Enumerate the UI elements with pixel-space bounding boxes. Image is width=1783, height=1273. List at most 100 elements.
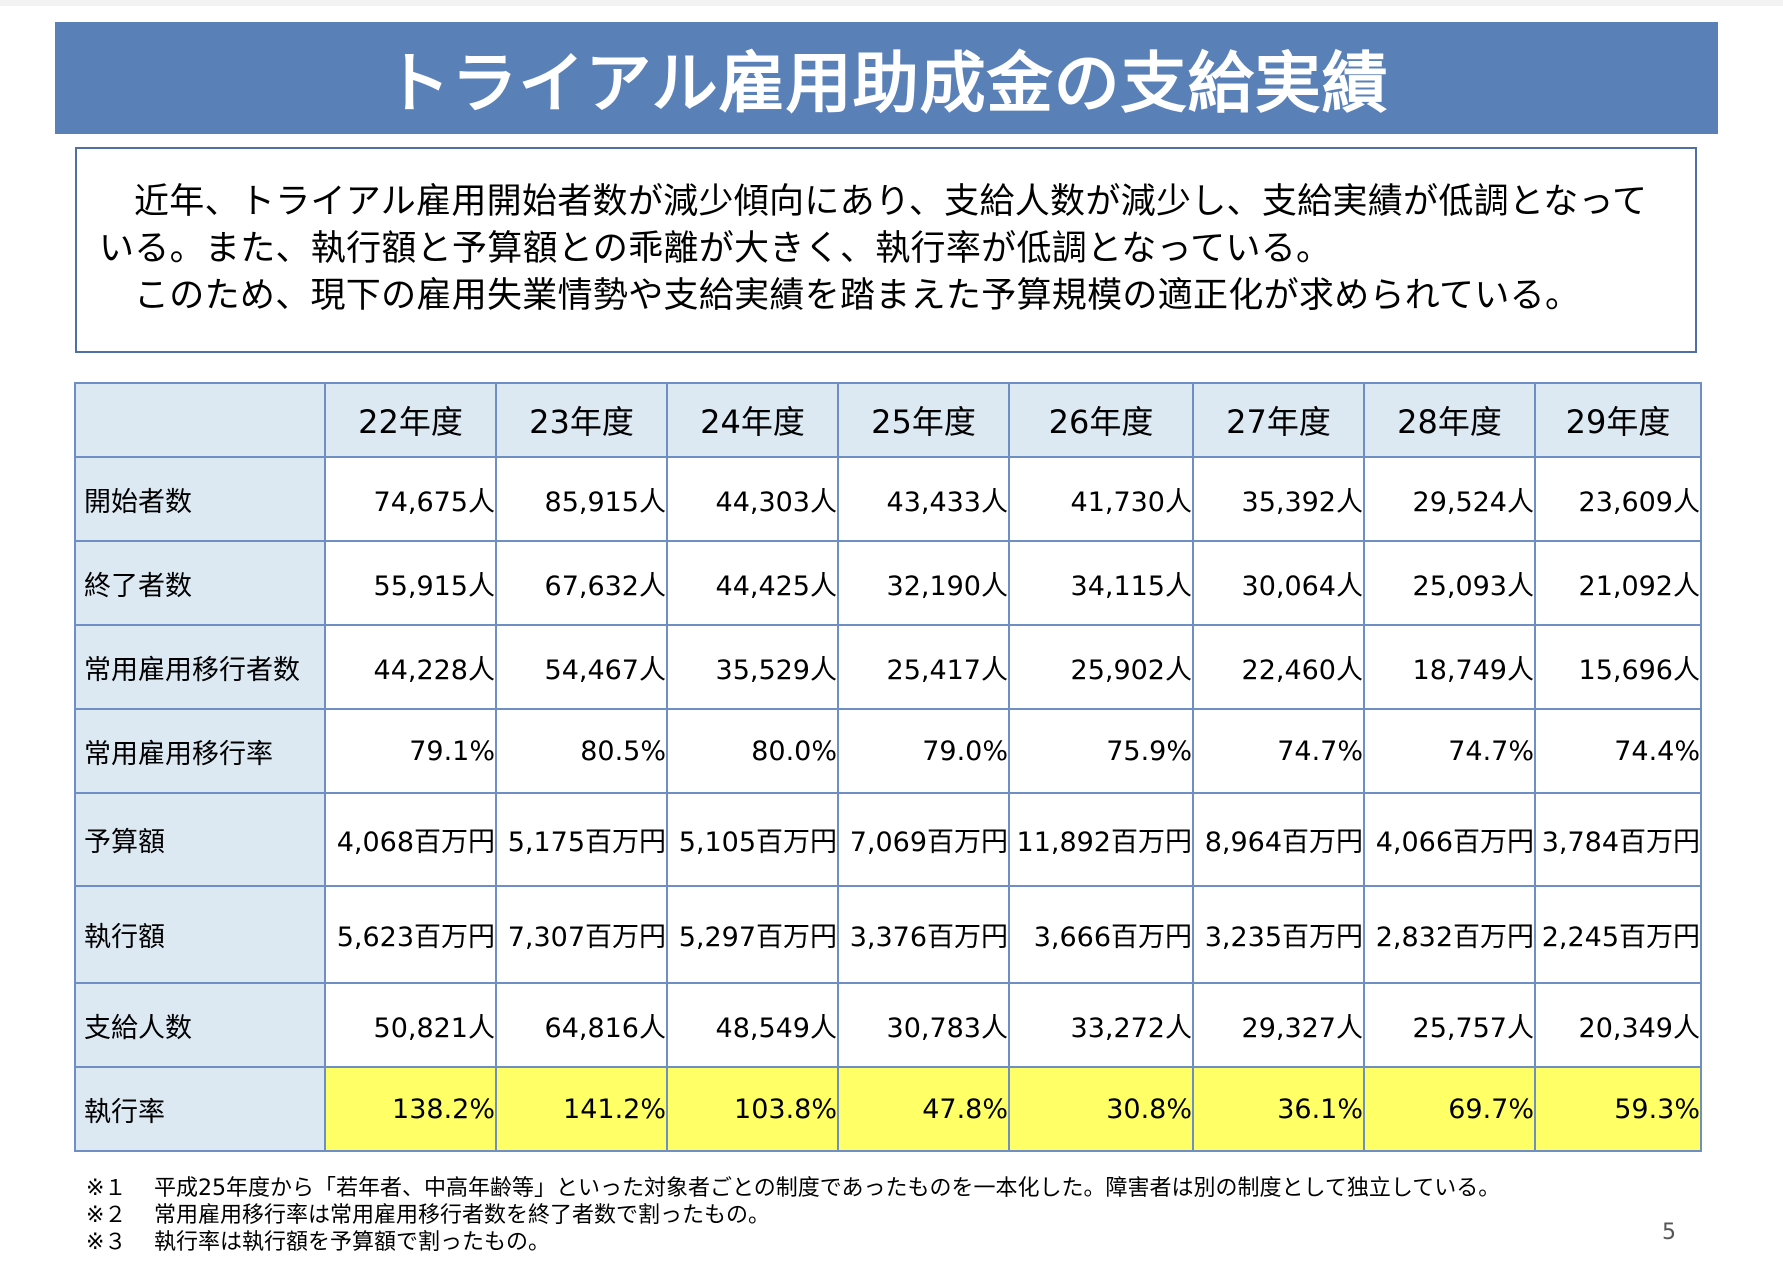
row-label: 開始者数 [74, 456, 326, 542]
row-label: 終了者数 [74, 540, 326, 626]
table-cell: 74,675人 [324, 456, 497, 542]
row-label: 執行額 [74, 885, 326, 984]
table-cell: 79.0% [837, 708, 1010, 794]
table-cell: 33,272人 [1008, 982, 1194, 1068]
table-cell: 25,093人 [1363, 540, 1536, 626]
table-row-recipients: 支給人数 50,821人 64,816人 48,549人 30,783人 33,… [74, 982, 1702, 1068]
footnote: ※１ 平成25年度から「若年者、中高年齢等」といった対象者ごとの制度であったものを… [86, 1175, 1500, 1202]
footnote: ※３ 執行率は執行額を予算額で割ったもの。 [86, 1229, 1500, 1256]
table-cell: 11,892百万円 [1008, 792, 1194, 887]
table-cell: 25,757人 [1363, 982, 1536, 1068]
table-cell: 2,245百万円 [1534, 885, 1702, 984]
table-cell: 29,327人 [1192, 982, 1365, 1068]
highlight-cell: 36.1% [1192, 1066, 1365, 1152]
table-cell: 44,303人 [666, 456, 839, 542]
table-cell: 75.9% [1008, 708, 1194, 794]
row-label: 常用雇用移行率 [74, 708, 326, 794]
table-cell: 23,609人 [1534, 456, 1702, 542]
table-cell: 22,460人 [1192, 624, 1365, 710]
table-cell: 44,425人 [666, 540, 839, 626]
header-row: 22年度 23年度 24年度 25年度 26年度 27年度 28年度 29年度 [74, 382, 1702, 458]
table-cell: 35,392人 [1192, 456, 1365, 542]
table-cell: 80.0% [666, 708, 839, 794]
footnote-text: 執行率は執行額を予算額で割ったもの。 [154, 1230, 551, 1255]
table-cell: 32,190人 [837, 540, 1010, 626]
table-cell: 41,730人 [1008, 456, 1194, 542]
row-label: 予算額 [74, 792, 326, 887]
footnote-mark: ※１ [86, 1176, 127, 1201]
footnote: ※２ 常用雇用移行率は常用雇用移行者数を終了者数で割ったもの。 [86, 1202, 1500, 1229]
row-label: 常用雇用移行者数 [74, 624, 326, 710]
table-cell: 79.1% [324, 708, 497, 794]
highlight-cell: 141.2% [495, 1066, 668, 1152]
table-cell: 43,433人 [837, 456, 1010, 542]
table-cell: 44,228人 [324, 624, 497, 710]
results-table: 22年度 23年度 24年度 25年度 26年度 27年度 28年度 29年度 … [74, 382, 1702, 1152]
table-cell: 64,816人 [495, 982, 668, 1068]
year-header: 23年度 [495, 382, 668, 458]
table-cell: 30,064人 [1192, 540, 1365, 626]
page-number: 5 [1662, 1220, 1676, 1245]
table-cell: 2,832百万円 [1363, 885, 1536, 984]
title-banner: トライアル雇用助成金の支給実績 [55, 22, 1718, 134]
table-cell: 25,902人 [1008, 624, 1194, 710]
year-header: 22年度 [324, 382, 497, 458]
table-row-start-count: 開始者数 74,675人 85,915人 44,303人 43,433人 41,… [74, 456, 1702, 542]
year-header: 28年度 [1363, 382, 1536, 458]
table-cell: 55,915人 [324, 540, 497, 626]
highlight-cell: 47.8% [837, 1066, 1010, 1152]
table-cell: 4,068百万円 [324, 792, 497, 887]
table-row-executed: 執行額 5,623百万円 7,307百万円 5,297百万円 3,376百万円 … [74, 885, 1702, 984]
table-cell: 4,066百万円 [1363, 792, 1536, 887]
table-row-transition-count: 常用雇用移行者数 44,228人 54,467人 35,529人 25,417人… [74, 624, 1702, 710]
table-cell: 67,632人 [495, 540, 668, 626]
table-cell: 5,297百万円 [666, 885, 839, 984]
table-cell: 15,696人 [1534, 624, 1702, 710]
table-cell: 20,349人 [1534, 982, 1702, 1068]
table-cell: 3,376百万円 [837, 885, 1010, 984]
table-cell: 29,524人 [1363, 456, 1536, 542]
summary-box: 近年、トライアル雇用開始者数が減少傾向にあり、支給人数が減少し、支給実績が低調と… [75, 147, 1697, 353]
year-header: 24年度 [666, 382, 839, 458]
table-cell: 7,307百万円 [495, 885, 668, 984]
table-cell: 3,235百万円 [1192, 885, 1365, 984]
summary-paragraph-2: このため、現下の雇用失業情勢や支給実績を踏まえた予算規模の適正化が求められている… [134, 276, 1581, 316]
table-row-budget: 予算額 4,068百万円 5,175百万円 5,105百万円 7,069百万円 … [74, 792, 1702, 887]
table-cell: 8,964百万円 [1192, 792, 1365, 887]
table-cell: 21,092人 [1534, 540, 1702, 626]
table-cell: 85,915人 [495, 456, 668, 542]
table-cell: 18,749人 [1363, 624, 1536, 710]
table-cell: 5,175百万円 [495, 792, 668, 887]
page-title: トライアル雇用助成金の支給実績 [384, 45, 1389, 122]
summary-paragraph-1: 近年、トライアル雇用開始者数が減少傾向にあり、支給人数が減少し、支給実績が低調と… [99, 182, 1648, 269]
footnote-mark: ※３ [86, 1230, 127, 1255]
table-cell: 30,783人 [837, 982, 1010, 1068]
table-row-execution-rate: 執行率 138.2% 141.2% 103.8% 47.8% 30.8% 36.… [74, 1066, 1702, 1152]
footnote-text: 平成25年度から「若年者、中高年齢等」といった対象者ごとの制度であったものを一本… [154, 1176, 1501, 1201]
footnote-text: 常用雇用移行率は常用雇用移行者数を終了者数で割ったもの。 [154, 1203, 771, 1228]
table-cell: 54,467人 [495, 624, 668, 710]
year-header: 25年度 [837, 382, 1010, 458]
row-label: 支給人数 [74, 982, 326, 1068]
top-divider [0, 0, 1783, 6]
table-row-transition-rate: 常用雇用移行率 79.1% 80.5% 80.0% 79.0% 75.9% 74… [74, 708, 1702, 794]
table-cell: 5,623百万円 [324, 885, 497, 984]
year-header: 29年度 [1534, 382, 1702, 458]
table-row-end-count: 終了者数 55,915人 67,632人 44,425人 32,190人 34,… [74, 540, 1702, 626]
footnote-mark: ※２ [86, 1203, 127, 1228]
table-cell: 74.7% [1192, 708, 1365, 794]
table-cell: 48,549人 [666, 982, 839, 1068]
highlight-cell: 138.2% [324, 1066, 497, 1152]
year-header: 26年度 [1008, 382, 1194, 458]
year-header: 27年度 [1192, 382, 1365, 458]
highlight-cell: 30.8% [1008, 1066, 1194, 1152]
table-cell: 35,529人 [666, 624, 839, 710]
table-cell: 25,417人 [837, 624, 1010, 710]
table-cell: 3,666百万円 [1008, 885, 1194, 984]
footnotes: ※１ 平成25年度から「若年者、中高年齢等」といった対象者ごとの制度であったものを… [86, 1175, 1500, 1256]
highlight-cell: 69.7% [1363, 1066, 1536, 1152]
corner-cell [74, 382, 326, 458]
highlight-cell: 59.3% [1534, 1066, 1702, 1152]
table-cell: 50,821人 [324, 982, 497, 1068]
row-label: 執行率 [74, 1066, 326, 1152]
